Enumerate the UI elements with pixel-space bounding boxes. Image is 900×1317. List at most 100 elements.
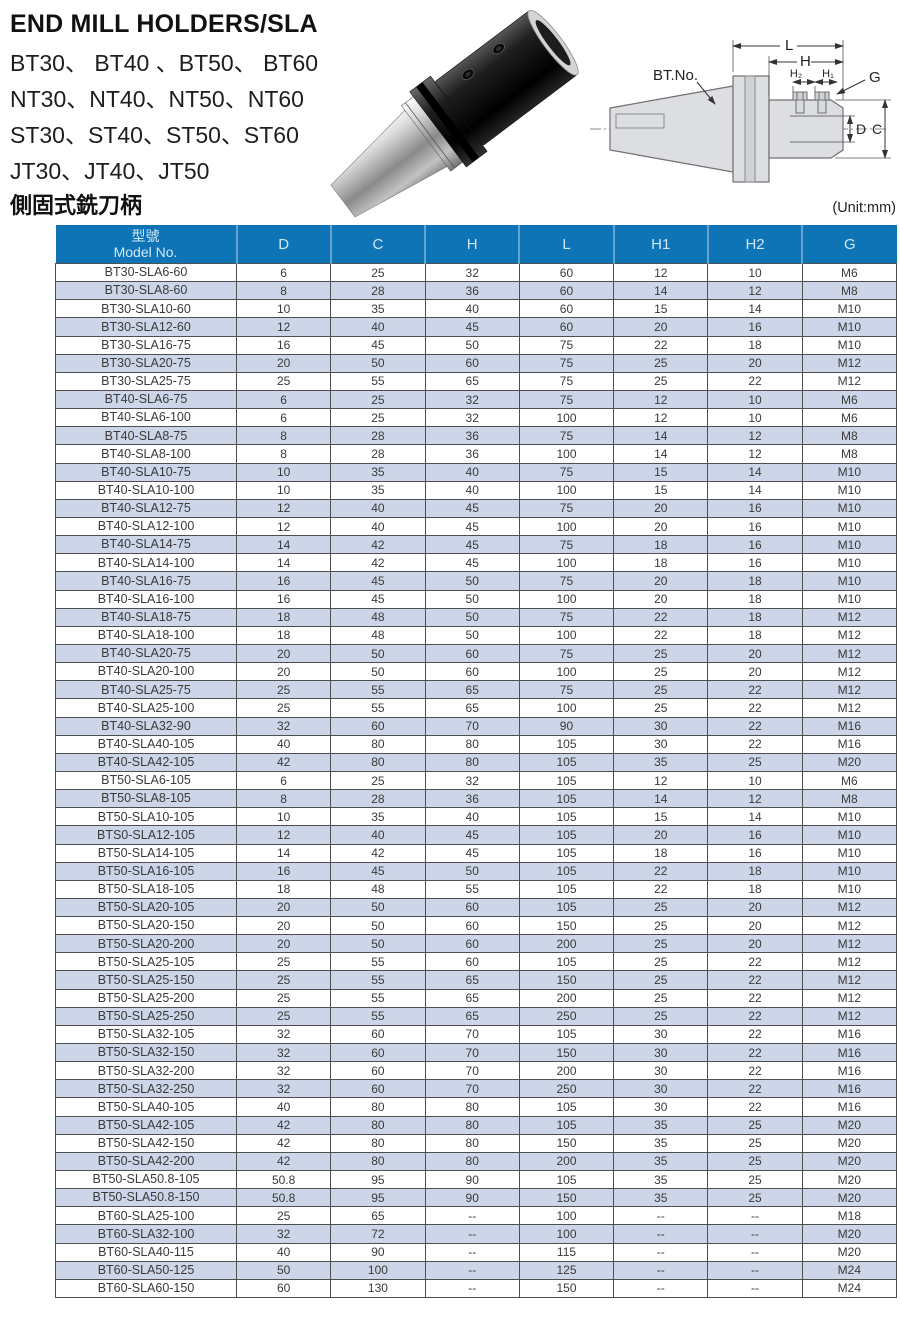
spec-table: 型號 Model No. D C H L H1 H2 G BT30-SLA6-6… — [55, 225, 898, 1299]
spec-value-cell: -- — [613, 1278, 709, 1299]
model-no-cell: BT60-SLA60-150 — [55, 1278, 237, 1299]
spec-value-cell: 15 — [613, 480, 709, 500]
spec-value-cell: 90 — [424, 1188, 520, 1208]
diagram-label-L: L — [785, 37, 793, 54]
spec-value-cell: 14 — [613, 281, 709, 301]
spec-value-cell: 32 — [424, 262, 520, 283]
spec-value-cell: 100 — [518, 408, 615, 428]
spec-row: BT40-SLA12-75 12 40 45 75 20 16 M10 — [55, 498, 898, 518]
model-no-cell: BT40-SLA10-100 — [55, 480, 237, 500]
spec-value-cell: 16 — [707, 498, 803, 518]
spec-value-cell: 36 — [424, 444, 520, 464]
spec-value-cell: 42 — [330, 843, 426, 863]
spec-value-cell: 18 — [235, 625, 332, 645]
spec-value-cell: 45 — [424, 516, 520, 537]
spec-value-cell: 100 — [518, 1224, 615, 1244]
model-no-cell: BT50-SLA42-150 — [55, 1133, 237, 1153]
model-no-cell: BT50-SLA32-150 — [55, 1043, 237, 1063]
spec-value-cell: M10 — [801, 535, 898, 555]
col-header-d: D — [235, 225, 331, 264]
spec-value-cell: 14 — [235, 535, 332, 555]
spec-value-cell: 12 — [707, 426, 803, 446]
spec-value-cell: 22 — [707, 1043, 803, 1063]
spec-value-cell: 80 — [424, 1115, 520, 1135]
spec-value-cell: 45 — [424, 825, 520, 845]
spec-value-cell: 18 — [707, 879, 803, 899]
spec-value-cell: 80 — [424, 1151, 520, 1172]
holder-body — [768, 99, 844, 159]
spec-value-cell: 42 — [235, 1115, 332, 1135]
spec-value-cell: 25 — [613, 643, 709, 664]
spec-value-cell: 14 — [707, 480, 803, 500]
spec-value-cell: 105 — [518, 734, 615, 754]
spec-value-cell: 60 — [330, 1024, 426, 1045]
spec-value-cell: M20 — [801, 752, 898, 772]
spec-value-cell: 16 — [235, 335, 332, 355]
spec-row: BT50-SLA25-150 25 55 65 150 25 22 M12 — [55, 970, 898, 990]
spec-value-cell: M16 — [801, 1043, 898, 1063]
model-no-cell: BT40-SLA8-75 — [55, 426, 237, 446]
spec-value-cell: 25 — [235, 1006, 332, 1026]
spec-value-cell: M6 — [801, 262, 898, 283]
spec-value-cell: 12 — [613, 770, 709, 791]
spec-value-cell: 125 — [518, 1260, 615, 1280]
model-no-cell: BT40-SLA12-100 — [55, 516, 237, 537]
spec-value-cell: 30 — [613, 1043, 709, 1063]
spec-value-cell: 50 — [330, 897, 426, 918]
spec-value-cell: 60 — [330, 716, 426, 736]
spec-value-cell: 14 — [235, 553, 332, 573]
spec-value-cell: 35 — [330, 807, 426, 827]
model-no-cell: BT40-SLA12-75 — [55, 498, 237, 518]
spec-value-cell: 12 — [707, 281, 803, 301]
spec-value-cell: -- — [707, 1260, 803, 1280]
spec-value-cell: M10 — [801, 299, 898, 319]
spec-table-header: 型號 Model No. D C H L H1 H2 G — [55, 225, 897, 264]
spec-value-cell: 25 — [613, 698, 709, 718]
spec-value-cell: M8 — [801, 444, 898, 464]
spec-value-cell: 45 — [424, 498, 520, 518]
spec-value-cell: 22 — [613, 607, 709, 627]
model-no-cell: BT50-SLA32-250 — [55, 1079, 237, 1099]
spec-value-cell: -- — [613, 1260, 709, 1280]
spec-value-cell: 60 — [518, 317, 615, 337]
spec-value-cell: 18 — [707, 625, 803, 645]
spec-row: BT50-SLA25-250 25 55 65 250 25 22 M12 — [55, 1006, 898, 1026]
spec-value-cell: 45 — [424, 535, 520, 555]
spec-value-cell: M10 — [801, 462, 898, 482]
model-no-cell: BT60-SLA32-100 — [55, 1224, 237, 1244]
spec-value-cell: -- — [424, 1278, 520, 1299]
spec-value-cell: 75 — [518, 426, 615, 446]
spec-value-cell: 40 — [235, 1097, 332, 1117]
spec-value-cell: 40 — [330, 516, 426, 537]
spec-value-cell: 6 — [235, 408, 332, 428]
spec-value-cell: 105 — [518, 807, 615, 827]
spec-row: BT50-SLA50.8-105 50.8 95 90 105 35 25 M20 — [55, 1170, 898, 1190]
spec-value-cell: 80 — [424, 734, 520, 754]
spec-value-cell: 28 — [330, 444, 426, 464]
spec-value-cell: 28 — [330, 281, 426, 301]
model-no-cell: BT60-SLA40-115 — [55, 1242, 237, 1262]
spec-value-cell: 42 — [330, 553, 426, 573]
spec-value-cell: 18 — [707, 335, 803, 355]
spec-value-cell: 55 — [330, 1006, 426, 1026]
model-no-cell: BT40-SLA20-75 — [55, 643, 237, 664]
spec-value-cell: 22 — [707, 970, 803, 990]
spec-value-cell: 16 — [707, 843, 803, 863]
series-line-jt: JT30、JT40、JT50 — [10, 158, 210, 184]
spec-value-cell: 100 — [518, 662, 615, 682]
model-no-cell: BT40-SLA42-105 — [55, 752, 237, 772]
spec-value-cell: 75 — [518, 607, 615, 627]
spec-row: BT40-SLA8-75 8 28 36 75 14 12 M8 — [55, 426, 898, 446]
spec-value-cell: 12 — [613, 262, 709, 283]
spec-value-cell: M16 — [801, 1024, 898, 1045]
model-no-cell: BT40-SLA6-75 — [55, 389, 237, 410]
spec-value-cell: 16 — [707, 553, 803, 573]
spec-value-cell: 22 — [707, 716, 803, 736]
spec-value-cell: 150 — [518, 1133, 615, 1153]
model-no-cell: BT50-SLA25-200 — [55, 988, 237, 1008]
spec-value-cell: 25 — [613, 680, 709, 700]
spec-value-cell: 105 — [518, 752, 615, 772]
spec-value-cell: 50 — [424, 607, 520, 627]
spec-value-cell: 80 — [330, 1097, 426, 1117]
spec-row: BT50-SLA42-105 42 80 80 105 35 25 M20 — [55, 1115, 898, 1135]
